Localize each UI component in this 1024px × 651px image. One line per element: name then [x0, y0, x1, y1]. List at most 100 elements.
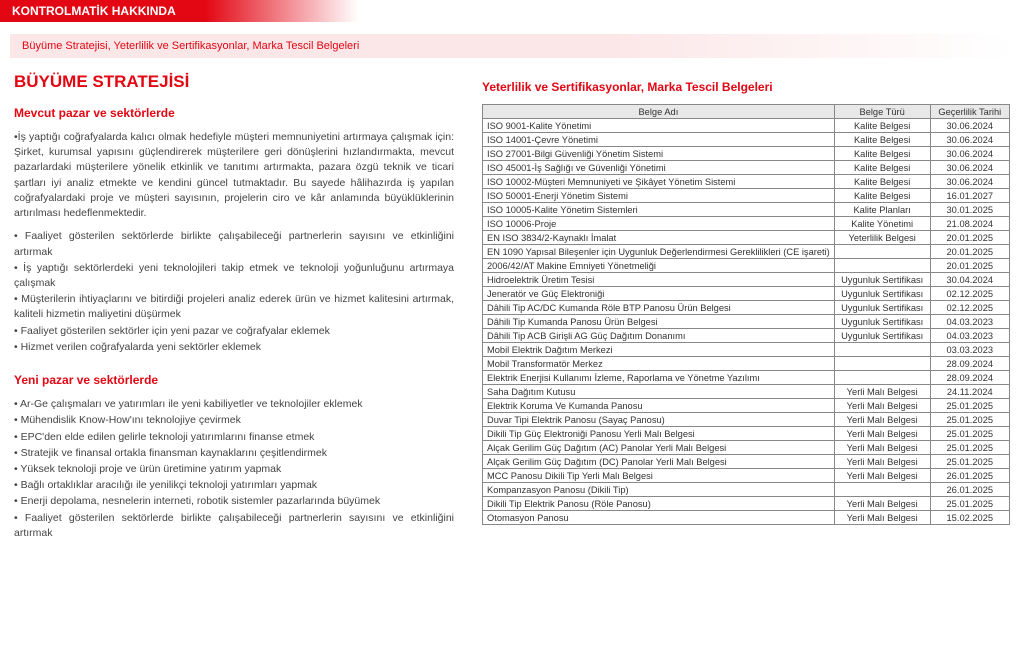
cell-type: Kalite Belgesi	[834, 175, 930, 189]
header-title: KONTROLMATİK HAKKINDA	[12, 4, 176, 18]
table-row: Dikili Tip Güç Elektroniği Panosu Yerli …	[483, 427, 1010, 441]
cell-date: 20.01.2025	[930, 245, 1009, 259]
table-row: ISO 10002-Müşteri Memnuniyeti ve Şikâyet…	[483, 175, 1010, 189]
cell-name: EN 1090 Yapısal Bileşenler için Uygunluk…	[483, 245, 835, 259]
cell-date: 26.01.2025	[930, 483, 1009, 497]
table-row: ISO 27001-Bilgi Güvenliği Yönetim Sistem…	[483, 147, 1010, 161]
bullet-item: • EPC'den elde edilen gelirle teknoloji …	[14, 430, 454, 445]
cell-type	[834, 483, 930, 497]
cell-type	[834, 357, 930, 371]
cell-name: ISO 45001-İş Sağlığı ve Güvenliği Yöneti…	[483, 161, 835, 175]
cell-name: Dikili Tip Elektrik Panosu (Röle Panosu)	[483, 497, 835, 511]
right-heading: Yeterlilik ve Sertifikasyonlar, Marka Te…	[482, 80, 1010, 94]
cert-table: Belge Adı Belge Türü Geçerlilik Tarihi I…	[482, 104, 1010, 525]
table-row: ISO 14001-Çevre YönetimiKalite Belgesi30…	[483, 133, 1010, 147]
table-row: Dikili Tip Elektrik Panosu (Röle Panosu)…	[483, 497, 1010, 511]
section1-paragraph: •İş yaptığı coğrafyalarda kalıcı olmak h…	[14, 130, 454, 221]
col-type: Belge Türü	[834, 105, 930, 119]
cell-name: Alçak Gerilim Güç Dağıtım (DC) Panolar Y…	[483, 455, 835, 469]
cell-type	[834, 259, 930, 273]
table-row: Mobil Transformatör Merkez28.09.2024	[483, 357, 1010, 371]
cell-type: Uygunluk Sertifikası	[834, 287, 930, 301]
bullet-item: • İş yaptığı sektörlerdeki yeni teknoloj…	[14, 261, 454, 291]
cell-name: ISO 10005-Kalite Yönetim Sistemleri	[483, 203, 835, 217]
cell-type	[834, 343, 930, 357]
col-name: Belge Adı	[483, 105, 835, 119]
cell-date: 25.01.2025	[930, 399, 1009, 413]
right-column: Yeterlilik ve Sertifikasyonlar, Marka Te…	[482, 72, 1010, 542]
cell-date: 30.06.2024	[930, 119, 1009, 133]
bullet-item: • Faaliyet gösterilen sektörlerde birlik…	[14, 511, 454, 541]
cell-name: Elektrik Enerjisi Kullanımı İzleme, Rapo…	[483, 371, 835, 385]
cell-name: Elektrik Koruma Ve Kumanda Panosu	[483, 399, 835, 413]
table-row: Hidroelektrik Üretim TesisiUygunluk Sert…	[483, 273, 1010, 287]
cell-type: Yerli Malı Belgesi	[834, 427, 930, 441]
bullet-item: • Stratejik ve finansal ortakla finansma…	[14, 446, 454, 461]
cell-name: ISO 10006-Proje	[483, 217, 835, 231]
cell-date: 25.01.2025	[930, 427, 1009, 441]
main-content: BÜYÜME STRATEJİSİ Mevcut pazar ve sektör…	[0, 72, 1024, 542]
cell-name: Duvar Tipi Elektrik Panosu (Sayaç Panosu…	[483, 413, 835, 427]
section1-bullets: • Faaliyet gösterilen sektörlerde birlik…	[14, 229, 454, 355]
cell-name: Dâhili Tip AC/DC Kumanda Röle BTP Panosu…	[483, 301, 835, 315]
table-row: Dâhili Tip ACB Girişli AG Güç Dağıtım Do…	[483, 329, 1010, 343]
table-row: EN ISO 3834/2-Kaynaklı İmalatYeterlilik …	[483, 231, 1010, 245]
cell-name: ISO 9001-Kalite Yönetimi	[483, 119, 835, 133]
bullet-item: • Faaliyet gösterilen sektörlerde birlik…	[14, 229, 454, 259]
table-row: Duvar Tipi Elektrik Panosu (Sayaç Panosu…	[483, 413, 1010, 427]
cell-name: ISO 27001-Bilgi Güvenliği Yönetim Sistem…	[483, 147, 835, 161]
cell-date: 15.02.2025	[930, 511, 1009, 525]
cell-name: Jeneratör ve Güç Elektroniği	[483, 287, 835, 301]
cell-name: ISO 50001-Enerji Yönetim Sistemi	[483, 189, 835, 203]
table-row: Alçak Gerilim Güç Dağıtım (AC) Panolar Y…	[483, 441, 1010, 455]
table-row: Elektrik Koruma Ve Kumanda PanosuYerli M…	[483, 399, 1010, 413]
bullet-item: • Müşterilerin ihtiyaçlarını ve bitirdiğ…	[14, 292, 454, 322]
table-row: ISO 45001-İş Sağlığı ve Güvenliği Yöneti…	[483, 161, 1010, 175]
bullet-item: • Mühendislik Know-How'ını teknolojiye ç…	[14, 413, 454, 428]
sub-header-text: Büyüme Stratejisi, Yeterlilik ve Sertifi…	[22, 40, 359, 52]
col-date: Geçerlilik Tarihi	[930, 105, 1009, 119]
cell-name: MCC Panosu Dikili Tip Yerli Malı Belgesi	[483, 469, 835, 483]
cell-type: Yerli Malı Belgesi	[834, 385, 930, 399]
cell-name: Dâhili Tip ACB Girişli AG Güç Dağıtım Do…	[483, 329, 835, 343]
cell-type: Kalite Belgesi	[834, 147, 930, 161]
cell-date: 04.03.2023	[930, 329, 1009, 343]
cell-date: 02.12.2025	[930, 287, 1009, 301]
cell-type: Kalite Belgesi	[834, 161, 930, 175]
cell-date: 25.01.2025	[930, 413, 1009, 427]
cell-type: Yeterlilik Belgesi	[834, 231, 930, 245]
cell-type: Yerli Malı Belgesi	[834, 455, 930, 469]
table-body: ISO 9001-Kalite YönetimiKalite Belgesi30…	[483, 119, 1010, 525]
section1-heading: Mevcut pazar ve sektörlerde	[14, 106, 454, 120]
cell-name: Otomasyon Panosu	[483, 511, 835, 525]
cell-date: 25.01.2025	[930, 497, 1009, 511]
table-header-row: Belge Adı Belge Türü Geçerlilik Tarihi	[483, 105, 1010, 119]
sub-header: Büyüme Stratejisi, Yeterlilik ve Sertifi…	[10, 34, 1014, 58]
page-header: KONTROLMATİK HAKKINDA	[0, 0, 1024, 22]
cell-date: 03.03.2023	[930, 343, 1009, 357]
cell-type: Uygunluk Sertifikası	[834, 329, 930, 343]
cell-name: Mobil Elektrik Dağıtım Merkezi	[483, 343, 835, 357]
main-heading: BÜYÜME STRATEJİSİ	[14, 72, 454, 92]
cell-date: 30.06.2024	[930, 161, 1009, 175]
cell-type: Kalite Planları	[834, 203, 930, 217]
table-row: ISO 9001-Kalite YönetimiKalite Belgesi30…	[483, 119, 1010, 133]
cell-date: 16.01.2027	[930, 189, 1009, 203]
table-row: ISO 10005-Kalite Yönetim SistemleriKalit…	[483, 203, 1010, 217]
cell-type: Kalite Belgesi	[834, 119, 930, 133]
table-row: ISO 10006-ProjeKalite Yönetimi21.08.2024	[483, 217, 1010, 231]
table-row: Dâhili Tip Kumanda Panosu Ürün BelgesiUy…	[483, 315, 1010, 329]
cell-type: Kalite Belgesi	[834, 133, 930, 147]
cell-name: EN ISO 3834/2-Kaynaklı İmalat	[483, 231, 835, 245]
cell-date: 30.06.2024	[930, 147, 1009, 161]
cell-name: ISO 10002-Müşteri Memnuniyeti ve Şikâyet…	[483, 175, 835, 189]
bullet-item: • Ar-Ge çalışmaları ve yatırımları ile y…	[14, 397, 454, 412]
table-row: ISO 50001-Enerji Yönetim SistemiKalite B…	[483, 189, 1010, 203]
cell-name: Dâhili Tip Kumanda Panosu Ürün Belgesi	[483, 315, 835, 329]
cell-type: Uygunluk Sertifikası	[834, 315, 930, 329]
cell-type: Uygunluk Sertifikası	[834, 273, 930, 287]
cell-date: 25.01.2025	[930, 455, 1009, 469]
cell-type: Yerli Malı Belgesi	[834, 511, 930, 525]
cell-date: 30.01.2025	[930, 203, 1009, 217]
cell-type: Yerli Malı Belgesi	[834, 497, 930, 511]
